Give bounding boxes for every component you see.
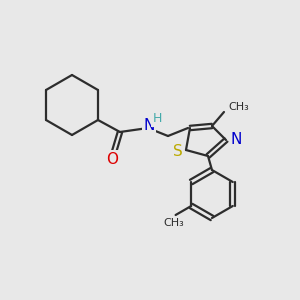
Text: S: S: [173, 145, 183, 160]
Text: N: N: [230, 131, 242, 146]
Text: O: O: [106, 152, 118, 166]
Text: CH₃: CH₃: [163, 218, 184, 228]
Text: CH₃: CH₃: [228, 102, 249, 112]
Text: H: H: [152, 112, 162, 125]
Text: N: N: [143, 118, 155, 134]
